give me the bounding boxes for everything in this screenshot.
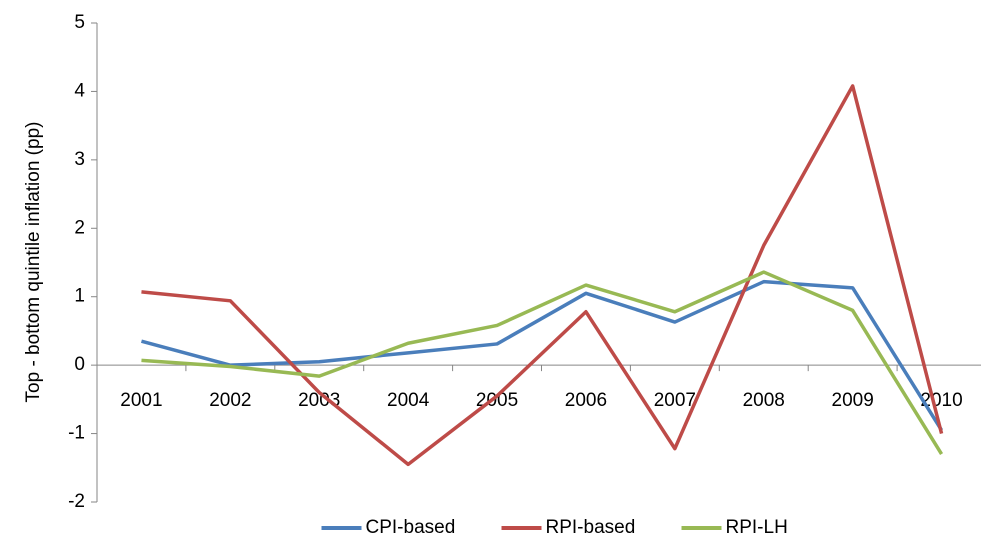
y-tick-label: 3: [74, 149, 85, 170]
y-tick-label: 0: [74, 354, 85, 375]
y-tick-label: 4: [74, 80, 85, 101]
x-tick-label: 2009: [832, 390, 874, 411]
series-line: [140, 279, 944, 432]
y-tick-label: -2: [68, 491, 85, 512]
x-tick-label: 2001: [120, 390, 162, 411]
legend-label: CPI-based: [366, 517, 456, 538]
y-tick-label: 5: [74, 12, 85, 33]
x-tick-label: 2002: [209, 390, 251, 411]
x-tick-label: 2003: [298, 390, 340, 411]
x-tick-label: 2007: [654, 390, 696, 411]
y-axis-title: Top - bottom quintile inflation (pp): [23, 122, 44, 403]
x-tick-label: 2004: [387, 390, 430, 411]
series-line: [141, 84, 944, 467]
y-tick-label: 2: [74, 217, 85, 238]
x-tick-label: 2008: [743, 390, 785, 411]
y-tick-label: 1: [74, 286, 85, 307]
legend-label: RPI-based: [546, 517, 636, 538]
series-line: [141, 270, 944, 456]
y-tick-label: -1: [68, 423, 85, 444]
legend-label: RPI-LH: [726, 517, 788, 538]
x-tick-label: 2006: [565, 390, 607, 411]
